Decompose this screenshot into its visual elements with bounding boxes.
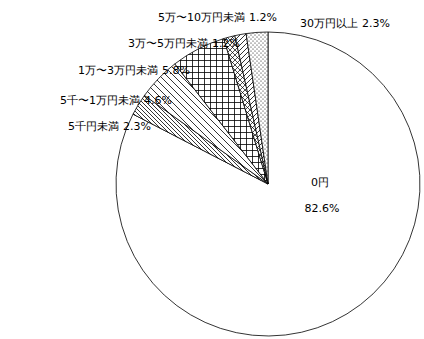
slices [116, 32, 420, 336]
slice-label: 3万〜5万円未満 [128, 37, 208, 50]
slice-label: 5万〜10万円未満 [158, 11, 245, 24]
slice-value: 82.6% [305, 202, 340, 215]
slice-value: 2.3% [123, 120, 151, 133]
pie-slice [116, 32, 420, 336]
slice-label: 5千〜1万円未満 [60, 94, 140, 107]
slice-label-group: 1万〜3万円未満 5.8% [78, 64, 190, 77]
slice-value: 2.3% [362, 17, 390, 30]
slice-label: 1万〜3万円未満 [78, 64, 158, 77]
slice-value: 4.6% [144, 94, 172, 107]
slice-value: 1.2% [249, 11, 277, 24]
slice-label: 0円 [311, 176, 329, 189]
pie-slice [246, 32, 268, 184]
slice-label: 30万円以上 [300, 17, 358, 30]
slice-label-group: 30万円以上 2.3% [300, 17, 390, 30]
slice-value: 5.8% [162, 64, 190, 77]
labels: 0円 82.6% 5千円未満 2.3% 5千〜1万円未満 4.6% 1万〜3万円未満 5.8%… [60, 11, 390, 215]
slice-label-group: 3万〜5万円未満 1.2% [128, 37, 240, 50]
chart-container: 0円 82.6% 5千円未満 2.3% 5千〜1万円未満 4.6% 1万〜3万円未満 5.8%… [0, 0, 424, 339]
pie-chart: 0円 82.6% 5千円未満 2.3% 5千〜1万円未満 4.6% 1万〜3万円未満 5.8%… [0, 0, 424, 339]
slice-label-group: 5万〜10万円未満 1.2% [158, 11, 277, 24]
slice-value: 1.2% [212, 37, 240, 50]
slice-label: 5千円未満 [68, 120, 119, 133]
slice-label-group: 5千〜1万円未満 4.6% [60, 94, 172, 107]
slice-label-group: 5千円未満 2.3% [68, 120, 151, 133]
